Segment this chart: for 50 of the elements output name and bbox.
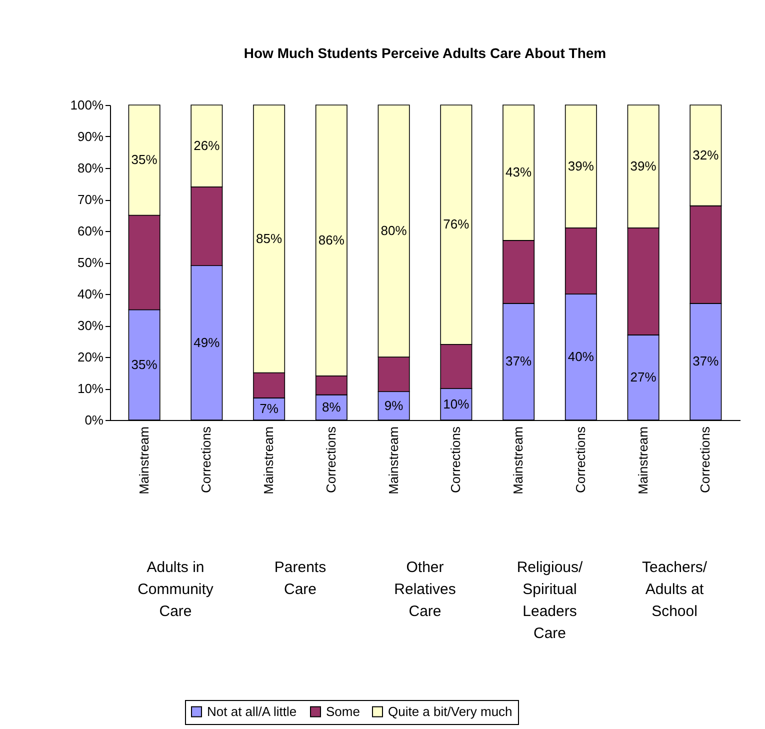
data-label: 76%	[443, 216, 470, 232]
y-tick-label: 30%	[77, 318, 104, 333]
data-label: 80%	[380, 223, 408, 238]
y-tick-label: 60%	[77, 224, 104, 238]
legend-label: Quite a bit/Very much	[388, 704, 512, 719]
y-tick-label: 40%	[77, 286, 104, 302]
legend-label: Not at all/A little	[207, 704, 297, 719]
x-tick-label: Mainstream	[261, 426, 276, 494]
text: Teachers/ Adults at School	[642, 559, 708, 620]
data-label: 10%	[443, 396, 470, 412]
y-tick-label: 80%	[77, 160, 104, 176]
text: Parents Care	[274, 559, 326, 598]
y-tick-label: 50%	[77, 255, 104, 270]
x-tick-label: Corrections	[323, 426, 338, 493]
y-tick-label: 10%	[77, 381, 104, 396]
data-label: 9%	[384, 398, 404, 413]
x-tick-label: Corrections	[698, 426, 713, 493]
data-label: 43%	[506, 164, 532, 180]
x-tick-label: Mainstream	[136, 426, 152, 494]
y-tick-label: 100%	[70, 98, 104, 112]
data-label: 39%	[568, 158, 594, 174]
data-label: 35%	[131, 356, 158, 372]
legend-label: Some	[326, 704, 360, 719]
x-tick-label: Corrections	[572, 426, 588, 493]
data-label: 40%	[568, 349, 594, 364]
y-tick-label: 0%	[84, 412, 104, 428]
x-tick-label: Mainstream	[635, 426, 650, 494]
x-tick-label: Corrections	[198, 426, 214, 493]
data-label: 85%	[256, 230, 283, 246]
y-tick-label: 90%	[77, 129, 104, 144]
text: Other Relatives Care	[394, 559, 456, 620]
x-tick-label: Corrections	[448, 426, 464, 493]
data-label: 26%	[194, 138, 220, 153]
x-tick-label: Mainstream	[386, 426, 401, 494]
text: Adults in Community Care	[138, 559, 214, 620]
data-label: 39%	[630, 158, 657, 174]
data-label: 7%	[260, 400, 279, 416]
data-label: 27%	[630, 369, 657, 384]
y-tick-label: 70%	[77, 192, 104, 207]
data-label: 37%	[692, 354, 720, 369]
x-tick-label: Mainstream	[510, 426, 526, 494]
data-label: 49%	[194, 334, 220, 350]
chart-title: How Much Students Perceive Adults Care About Them	[244, 45, 606, 61]
data-label: 86%	[318, 232, 345, 248]
y-tick-label: 20%	[77, 350, 104, 364]
data-label: 37%	[506, 354, 532, 369]
text: Religious/ Spiritual Leaders Care	[516, 559, 584, 642]
data-label: 8%	[322, 399, 342, 414]
data-label: 32%	[692, 147, 720, 162]
data-label: 35%	[131, 152, 158, 168]
